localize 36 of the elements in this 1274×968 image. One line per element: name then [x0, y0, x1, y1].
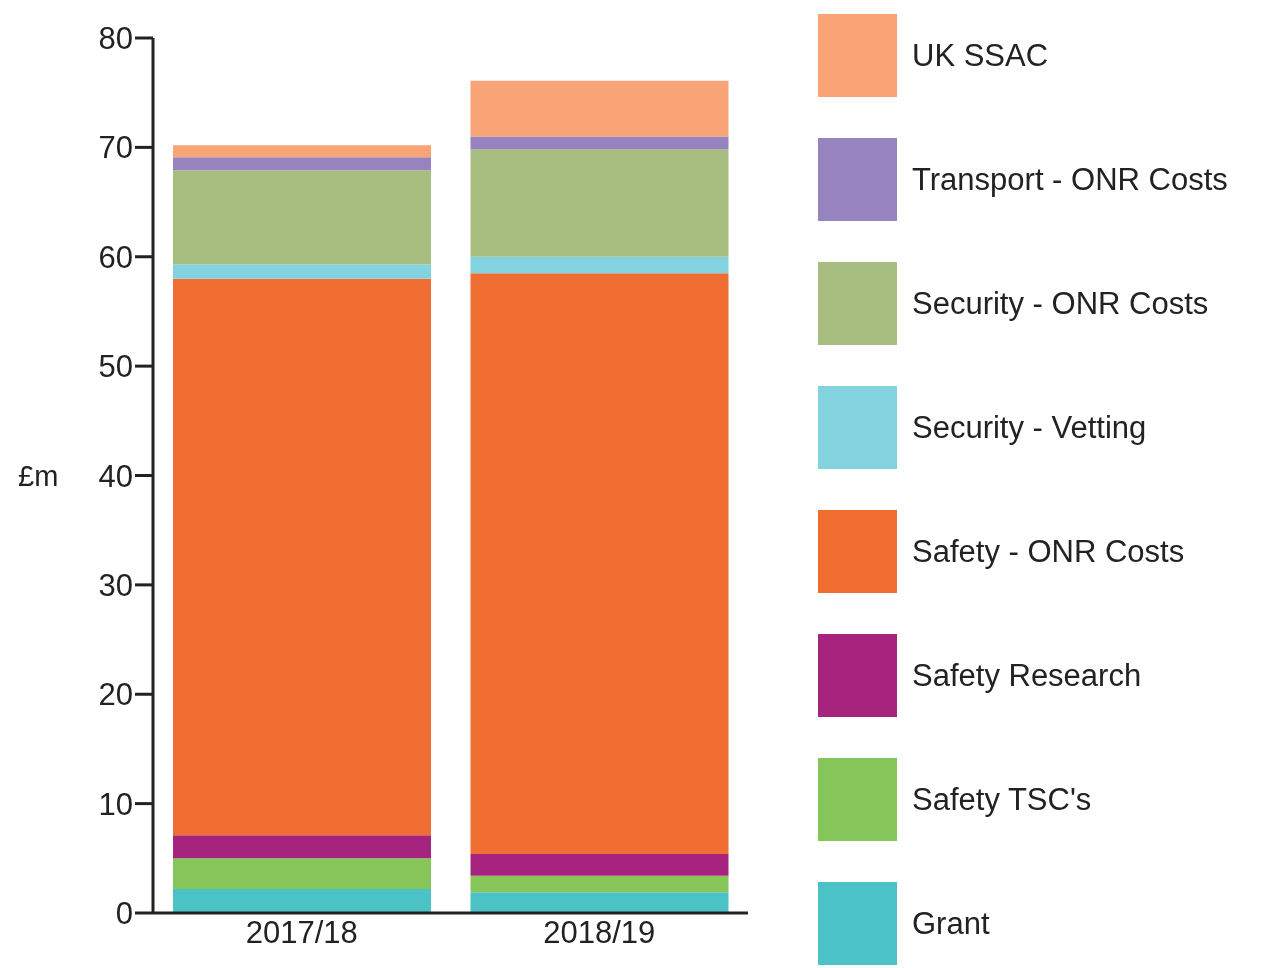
bar [173, 157, 431, 171]
y-tick-label: 70 [98, 130, 133, 166]
y-tick-label: 40 [98, 458, 133, 494]
bar [173, 145, 431, 158]
text: Transport - ONR Costs [912, 161, 1228, 198]
bar [470, 80, 729, 137]
bar [173, 835, 431, 859]
y-tick-label: 20 [98, 677, 133, 713]
y-axis-title: £m [18, 459, 59, 492]
text: Grant [912, 905, 990, 942]
text: Safety TSC's [912, 781, 1092, 818]
bar [470, 853, 729, 876]
y-tick-label: 50 [98, 349, 133, 385]
text: UK SSAC [912, 37, 1049, 74]
y-tick-label: 80 [98, 21, 133, 57]
text: Safety Research [912, 657, 1142, 694]
bar [470, 273, 729, 854]
bar [173, 888, 431, 913]
bar [173, 858, 431, 889]
bar [470, 149, 729, 257]
text: Security - Vetting [912, 409, 1147, 446]
text: Security - ONR Costs [912, 285, 1209, 322]
bar [470, 875, 729, 893]
x-tick-label: 2018/19 [543, 915, 656, 951]
y-tick-label: 60 [98, 239, 133, 275]
x-tick-label: 2017/18 [245, 915, 358, 951]
bar [470, 892, 729, 913]
text: Safety - ONR Costs [912, 533, 1185, 570]
y-tick-label: 10 [98, 786, 133, 822]
y-tick-label: 0 [115, 896, 133, 932]
bar [470, 136, 729, 150]
bar [173, 170, 431, 265]
bar [173, 264, 431, 279]
y-tick-label: 30 [98, 567, 133, 603]
bar [173, 278, 431, 836]
bar [470, 256, 729, 274]
